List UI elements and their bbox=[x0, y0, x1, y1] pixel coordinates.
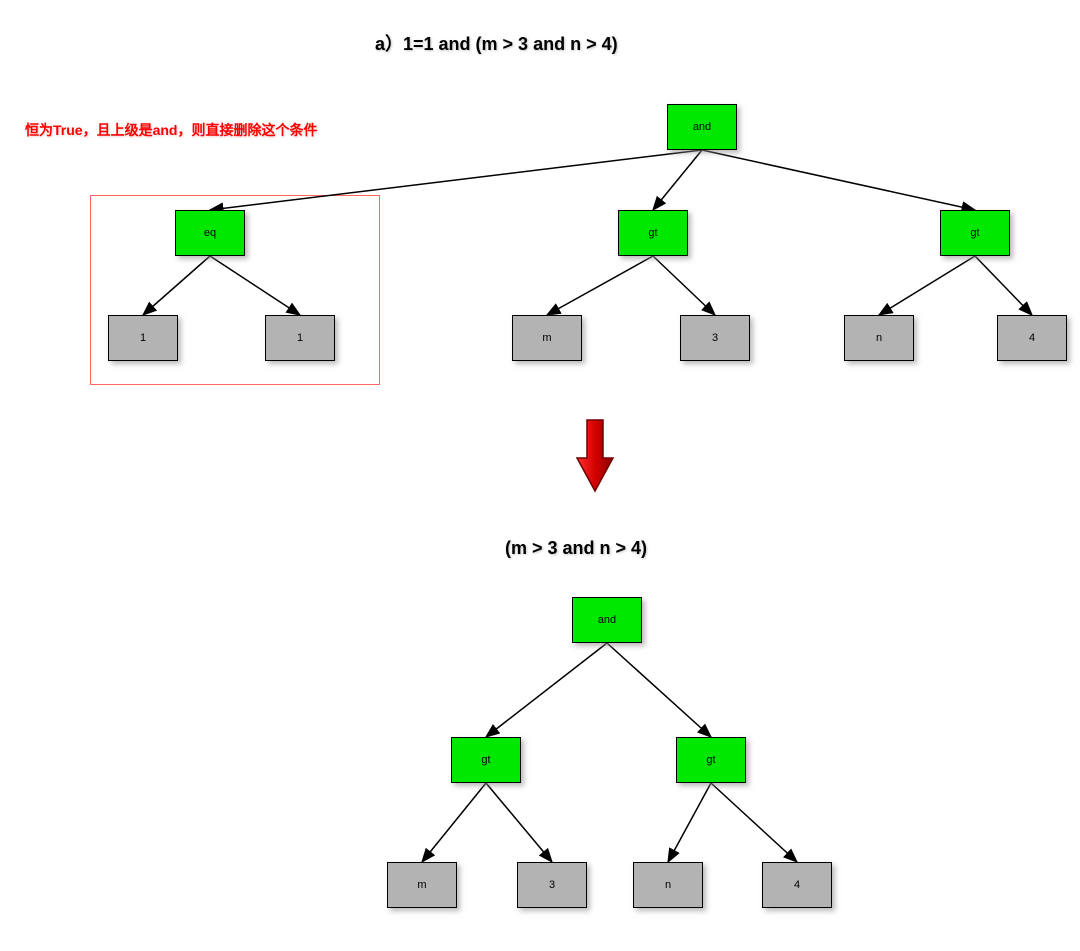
tree2-node-v4: 4 bbox=[762, 862, 832, 908]
node-label: 1 bbox=[140, 332, 146, 344]
tree1-node-l2: 1 bbox=[265, 315, 335, 361]
edge-and1-gt2 bbox=[702, 150, 975, 210]
tree1-node-eq: eq bbox=[175, 210, 245, 256]
edge-gt3-v3 bbox=[486, 783, 552, 862]
tree2-node-n2: n bbox=[633, 862, 703, 908]
node-label: 3 bbox=[549, 879, 555, 891]
edge-gt1-m1 bbox=[547, 256, 653, 315]
node-label: gt bbox=[481, 754, 490, 766]
node-label: 1 bbox=[297, 332, 303, 344]
edge-gt2-n4 bbox=[975, 256, 1032, 315]
tree2-node-gt3: gt bbox=[451, 737, 521, 783]
node-label: m bbox=[542, 332, 551, 344]
transform-arrow-icon bbox=[575, 418, 615, 493]
tree2-node-and2: and bbox=[572, 597, 642, 643]
edge-and1-gt1 bbox=[653, 150, 702, 210]
node-label: m bbox=[417, 879, 426, 891]
node-label: 4 bbox=[1029, 332, 1035, 344]
edge-gt2-n1 bbox=[879, 256, 975, 315]
tree1-node-n4: 4 bbox=[997, 315, 1067, 361]
node-label: 4 bbox=[794, 879, 800, 891]
node-label: n bbox=[665, 879, 671, 891]
node-label: n bbox=[876, 332, 882, 344]
tree1-node-and1: and bbox=[667, 104, 737, 150]
annotation-text: 恒为True，且上级是and，则直接删除这个条件 bbox=[25, 120, 317, 140]
node-label: gt bbox=[648, 227, 657, 239]
node-label: and bbox=[693, 121, 711, 133]
edge-gt1-n3 bbox=[653, 256, 715, 315]
tree1-node-l1: 1 bbox=[108, 315, 178, 361]
node-label: 3 bbox=[712, 332, 718, 344]
tree1-node-m1: m bbox=[512, 315, 582, 361]
node-label: gt bbox=[970, 227, 979, 239]
edge-gt4-v4 bbox=[711, 783, 797, 862]
tree1-node-n3: 3 bbox=[680, 315, 750, 361]
edge-gt3-m2 bbox=[422, 783, 486, 862]
tree1-node-gt1: gt bbox=[618, 210, 688, 256]
edge-and2-gt4 bbox=[607, 643, 711, 737]
tree1-node-gt2: gt bbox=[940, 210, 1010, 256]
title-top: a）1=1 and (m > 3 and n > 4) bbox=[375, 30, 618, 56]
edges-layer bbox=[0, 0, 1080, 951]
tree2-node-v3: 3 bbox=[517, 862, 587, 908]
tree2-node-gt4: gt bbox=[676, 737, 746, 783]
title-mid: (m > 3 and n > 4) bbox=[505, 538, 647, 559]
tree2-node-m2: m bbox=[387, 862, 457, 908]
node-label: eq bbox=[204, 227, 216, 239]
node-label: and bbox=[598, 614, 616, 626]
tree1-node-n1: n bbox=[844, 315, 914, 361]
edge-and2-gt3 bbox=[486, 643, 607, 737]
node-label: gt bbox=[706, 754, 715, 766]
edge-gt4-n2 bbox=[668, 783, 711, 862]
